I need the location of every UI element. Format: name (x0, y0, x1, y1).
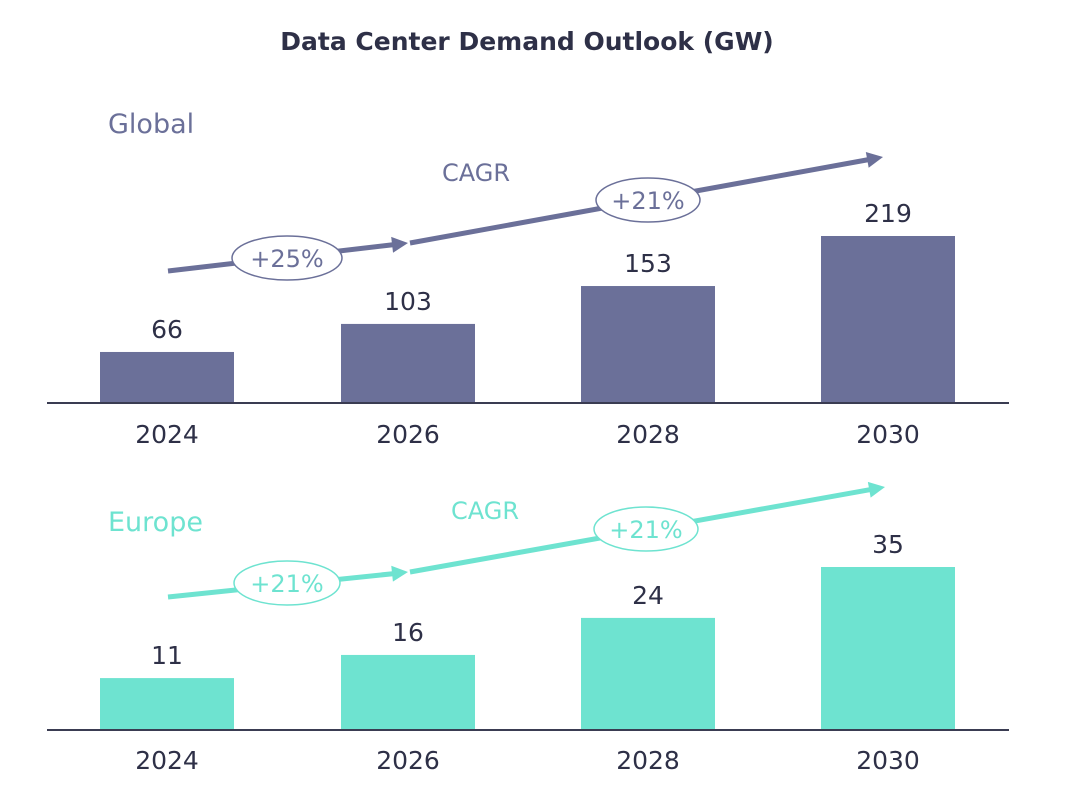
cagr-value: +25% (250, 245, 323, 273)
cagr-bubble (233, 560, 341, 606)
arrowhead-icon (867, 481, 885, 498)
arrowhead-icon (865, 151, 883, 168)
data-label: 219 (864, 199, 912, 228)
cagr-bubble (595, 177, 701, 223)
x-tick-label: 2026 (376, 746, 440, 775)
data-label: 35 (872, 530, 904, 559)
arrowhead-icon (391, 565, 408, 582)
cagr-value: +21% (611, 187, 684, 215)
data-label: 16 (392, 618, 424, 647)
data-label: 24 (632, 581, 664, 610)
x-tick-label: 2028 (616, 420, 680, 449)
bar-2026 (341, 654, 475, 729)
region-label: Global (108, 109, 194, 140)
cagr-label: CAGR (451, 497, 519, 525)
region-label: Europe (108, 507, 203, 538)
bar-2028 (581, 617, 715, 729)
panel-global: Global CAGR +25% +21% 66 2024 103 2026 153 2028 21… (47, 109, 1009, 449)
bar-2028 (581, 286, 715, 402)
arrowhead-icon (391, 236, 408, 253)
bar-2026 (341, 323, 475, 402)
bar-2024 (100, 678, 234, 729)
bar-2030 (821, 236, 955, 402)
x-tick-label: 2028 (616, 746, 680, 775)
cagr-label: CAGR (442, 159, 510, 187)
cagr-value: +21% (250, 570, 323, 598)
panel-europe: Europe CAGR +21% +21% 11 2024 16 2026 24 2028 35 20… (47, 481, 1009, 775)
x-tick-label: 2024 (135, 420, 199, 449)
cagr-value: +21% (609, 516, 682, 544)
data-label: 153 (624, 249, 672, 278)
x-tick-label: 2030 (856, 420, 920, 449)
cagr-bubble (231, 235, 343, 281)
x-tick-label: 2024 (135, 746, 199, 775)
data-label: 66 (151, 315, 183, 344)
bar-2024 (100, 351, 234, 402)
data-label: 11 (151, 641, 183, 670)
data-label: 103 (384, 287, 432, 316)
cagr-bubble (593, 506, 699, 552)
x-tick-label: 2026 (376, 420, 440, 449)
bar-2030 (821, 567, 955, 729)
x-tick-label: 2030 (856, 746, 920, 775)
chart-title: Data Center Demand Outlook (GW) (280, 27, 773, 56)
